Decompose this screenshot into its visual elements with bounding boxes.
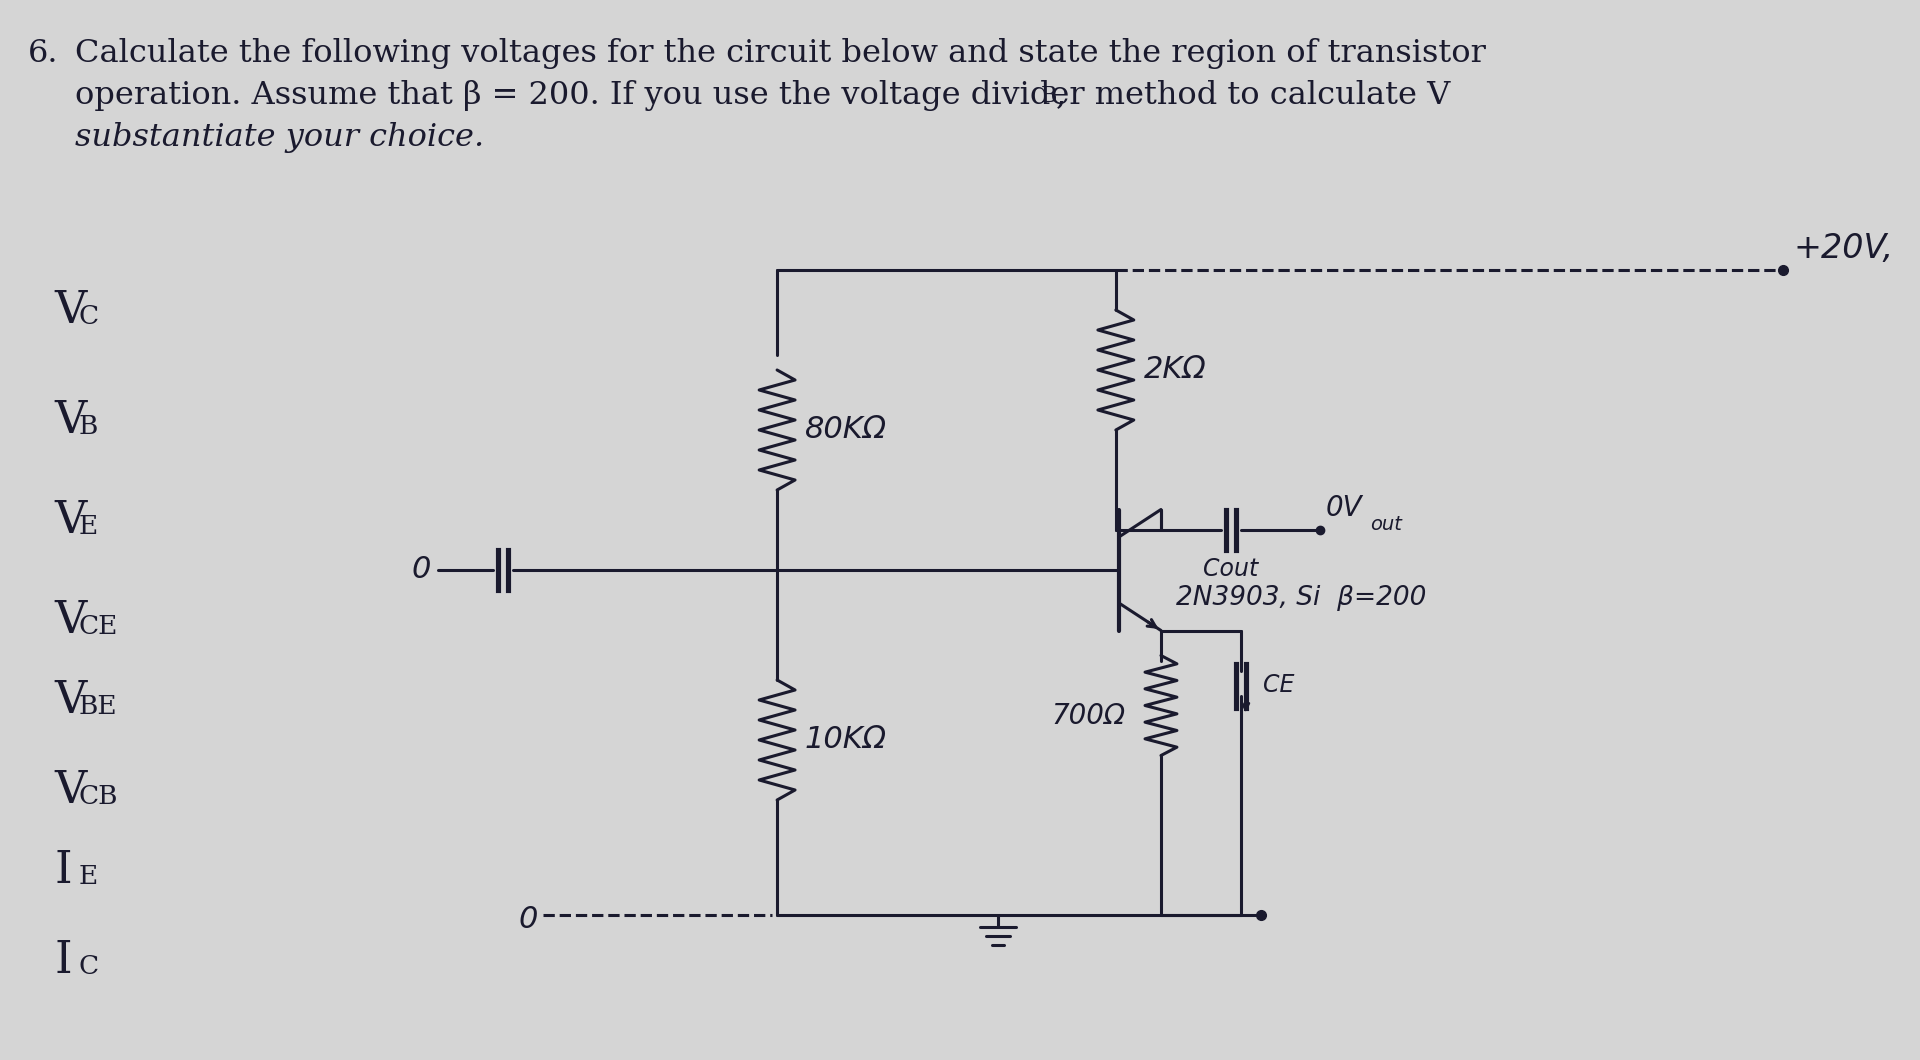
Text: 0: 0 — [411, 555, 430, 584]
Text: 0V: 0V — [1325, 494, 1361, 522]
Text: 2KΩ: 2KΩ — [1144, 355, 1206, 385]
Text: B: B — [1041, 85, 1058, 107]
Text: substantiate your choice.: substantiate your choice. — [75, 122, 484, 153]
Text: Cout: Cout — [1204, 558, 1258, 582]
Text: V: V — [56, 399, 86, 442]
Text: CE: CE — [1263, 673, 1294, 697]
Text: 2N3903, Si  β=200: 2N3903, Si β=200 — [1175, 585, 1427, 611]
Text: V: V — [56, 599, 86, 641]
Text: E: E — [79, 514, 98, 540]
Text: CB: CB — [79, 784, 119, 810]
Text: B: B — [79, 414, 98, 440]
Text: I: I — [56, 938, 73, 982]
Text: CE: CE — [79, 615, 119, 639]
Text: 6.: 6. — [29, 38, 58, 69]
Text: 0: 0 — [518, 905, 538, 935]
Text: out: out — [1371, 515, 1402, 534]
Text: V: V — [56, 768, 86, 812]
Text: 80KΩ: 80KΩ — [804, 416, 887, 444]
Text: 700Ω: 700Ω — [1052, 702, 1125, 729]
Text: V: V — [56, 678, 86, 722]
Text: C: C — [79, 954, 98, 979]
Text: operation. Assume that β = 200. If you use the voltage divider method to calcula: operation. Assume that β = 200. If you u… — [75, 80, 1450, 111]
Text: E: E — [79, 865, 98, 889]
Text: 10KΩ: 10KΩ — [804, 725, 887, 755]
Text: V: V — [56, 288, 86, 332]
Text: V: V — [56, 498, 86, 542]
Text: Calculate the following voltages for the circuit below and state the region of t: Calculate the following voltages for the… — [75, 38, 1486, 69]
Text: I: I — [56, 848, 73, 891]
Text: C: C — [79, 304, 98, 330]
Text: +20V,: +20V, — [1793, 232, 1893, 265]
Text: BE: BE — [79, 694, 117, 720]
Text: ,: , — [1056, 80, 1066, 111]
